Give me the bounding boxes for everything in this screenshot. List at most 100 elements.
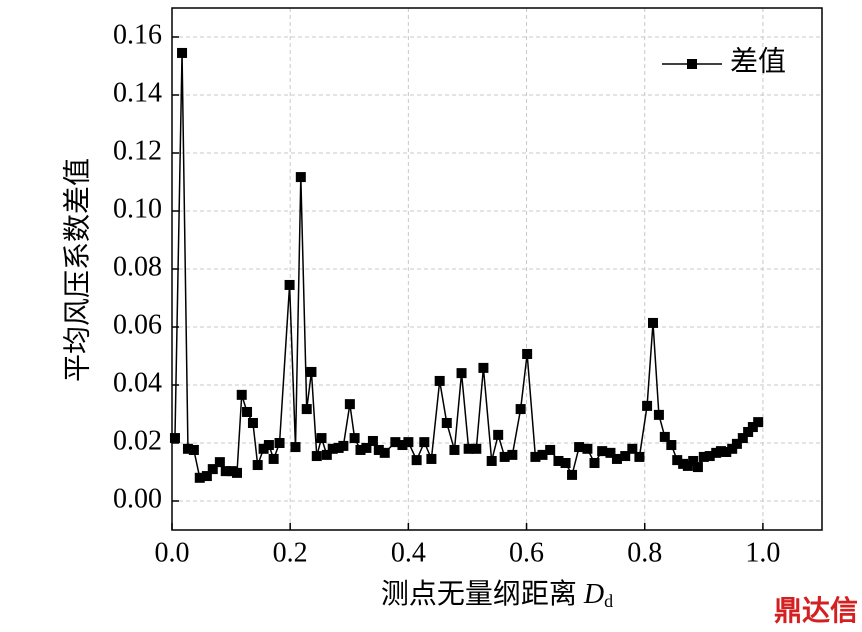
y-tick-label: 0.06 bbox=[113, 309, 162, 340]
data-point bbox=[169, 433, 180, 444]
data-point bbox=[284, 279, 295, 290]
x-axis-label: 测点无量纲距离 Dd bbox=[381, 578, 613, 611]
data-point bbox=[515, 404, 526, 415]
data-point bbox=[290, 442, 301, 453]
data-point bbox=[301, 404, 312, 415]
data-point bbox=[419, 437, 430, 448]
data-point bbox=[731, 438, 742, 449]
x-tick-label: 0.0 bbox=[155, 537, 190, 568]
y-tick-label: 0.14 bbox=[113, 77, 162, 108]
data-point bbox=[274, 438, 285, 448]
data-point bbox=[252, 460, 263, 471]
data-point bbox=[177, 47, 188, 58]
data-point bbox=[361, 442, 372, 453]
data-point bbox=[605, 447, 616, 458]
data-point bbox=[182, 443, 193, 454]
y-tick-label: 0.04 bbox=[113, 367, 162, 398]
y-axis-label: 平均风压系数差值 bbox=[61, 158, 93, 382]
data-point bbox=[247, 417, 258, 428]
data-point bbox=[698, 451, 709, 462]
x-tick-label: 0.4 bbox=[391, 537, 426, 568]
data-point bbox=[692, 462, 703, 473]
data-point bbox=[499, 451, 510, 462]
x-label-subscript: d bbox=[604, 591, 613, 611]
data-point bbox=[486, 455, 497, 466]
data-point bbox=[268, 453, 279, 464]
data-point bbox=[306, 366, 317, 377]
data-point bbox=[321, 449, 332, 460]
data-point bbox=[403, 437, 414, 448]
data-point bbox=[214, 457, 225, 468]
data-point bbox=[390, 437, 401, 448]
data-point bbox=[463, 443, 474, 454]
data-point bbox=[188, 444, 199, 455]
data-point bbox=[373, 444, 384, 455]
legend-label: 差值 bbox=[730, 45, 786, 77]
data-point bbox=[715, 446, 726, 457]
data-point bbox=[507, 449, 518, 460]
data-point bbox=[316, 433, 327, 444]
x-tick-label: 0.8 bbox=[627, 537, 662, 568]
data-point bbox=[721, 446, 732, 457]
y-tick-label: 0.10 bbox=[113, 193, 162, 224]
data-point bbox=[493, 429, 504, 440]
data-point bbox=[747, 422, 758, 433]
data-point bbox=[367, 435, 378, 446]
data-point bbox=[522, 348, 533, 359]
x-label-text: 测点无量纲距离 bbox=[381, 578, 584, 610]
data-point bbox=[311, 451, 322, 462]
y-tick-label: 0.16 bbox=[113, 19, 162, 50]
data-point bbox=[582, 443, 593, 454]
data-point bbox=[597, 446, 608, 457]
data-point bbox=[611, 453, 622, 464]
y-tick-label: 0.02 bbox=[113, 425, 162, 456]
data-point bbox=[232, 467, 242, 478]
y-tick-label: 0.08 bbox=[113, 251, 162, 282]
x-label-symbol: D bbox=[583, 579, 604, 610]
data-point bbox=[589, 458, 600, 469]
data-point bbox=[553, 455, 564, 466]
data-point bbox=[537, 449, 548, 460]
data-point bbox=[567, 469, 578, 480]
data-point bbox=[478, 362, 489, 373]
data-point bbox=[201, 471, 212, 482]
data-point bbox=[704, 451, 715, 462]
data-point bbox=[545, 444, 556, 455]
data-point bbox=[344, 399, 355, 410]
data-point bbox=[258, 443, 269, 454]
data-point bbox=[449, 444, 460, 455]
data-point bbox=[456, 368, 467, 379]
data-point bbox=[672, 455, 683, 466]
data-point bbox=[648, 317, 658, 328]
data-point bbox=[753, 417, 764, 428]
data-point bbox=[220, 466, 231, 477]
data-point bbox=[194, 472, 205, 483]
data-point bbox=[634, 451, 645, 462]
data-point bbox=[355, 444, 366, 455]
data-point bbox=[666, 440, 677, 451]
data-point bbox=[627, 443, 638, 454]
legend-marker bbox=[687, 59, 697, 69]
data-point bbox=[426, 453, 437, 464]
grid-layer bbox=[171, 8, 822, 530]
data-point bbox=[263, 440, 274, 451]
data-point bbox=[226, 466, 237, 477]
data-point bbox=[236, 389, 247, 400]
data-point bbox=[530, 451, 541, 462]
data-point bbox=[737, 433, 748, 444]
y-tick-label: 0.12 bbox=[113, 135, 162, 166]
data-point bbox=[411, 455, 422, 466]
data-point bbox=[653, 409, 664, 420]
data-point bbox=[560, 458, 571, 469]
series-line bbox=[174, 52, 759, 479]
data-point bbox=[327, 443, 338, 454]
data-point bbox=[688, 455, 699, 466]
data-point bbox=[471, 443, 482, 454]
data-point bbox=[207, 464, 218, 475]
data-point bbox=[349, 433, 360, 444]
data-point bbox=[379, 447, 390, 458]
y-tick-label: 0.00 bbox=[113, 483, 162, 514]
data-point bbox=[441, 417, 452, 428]
